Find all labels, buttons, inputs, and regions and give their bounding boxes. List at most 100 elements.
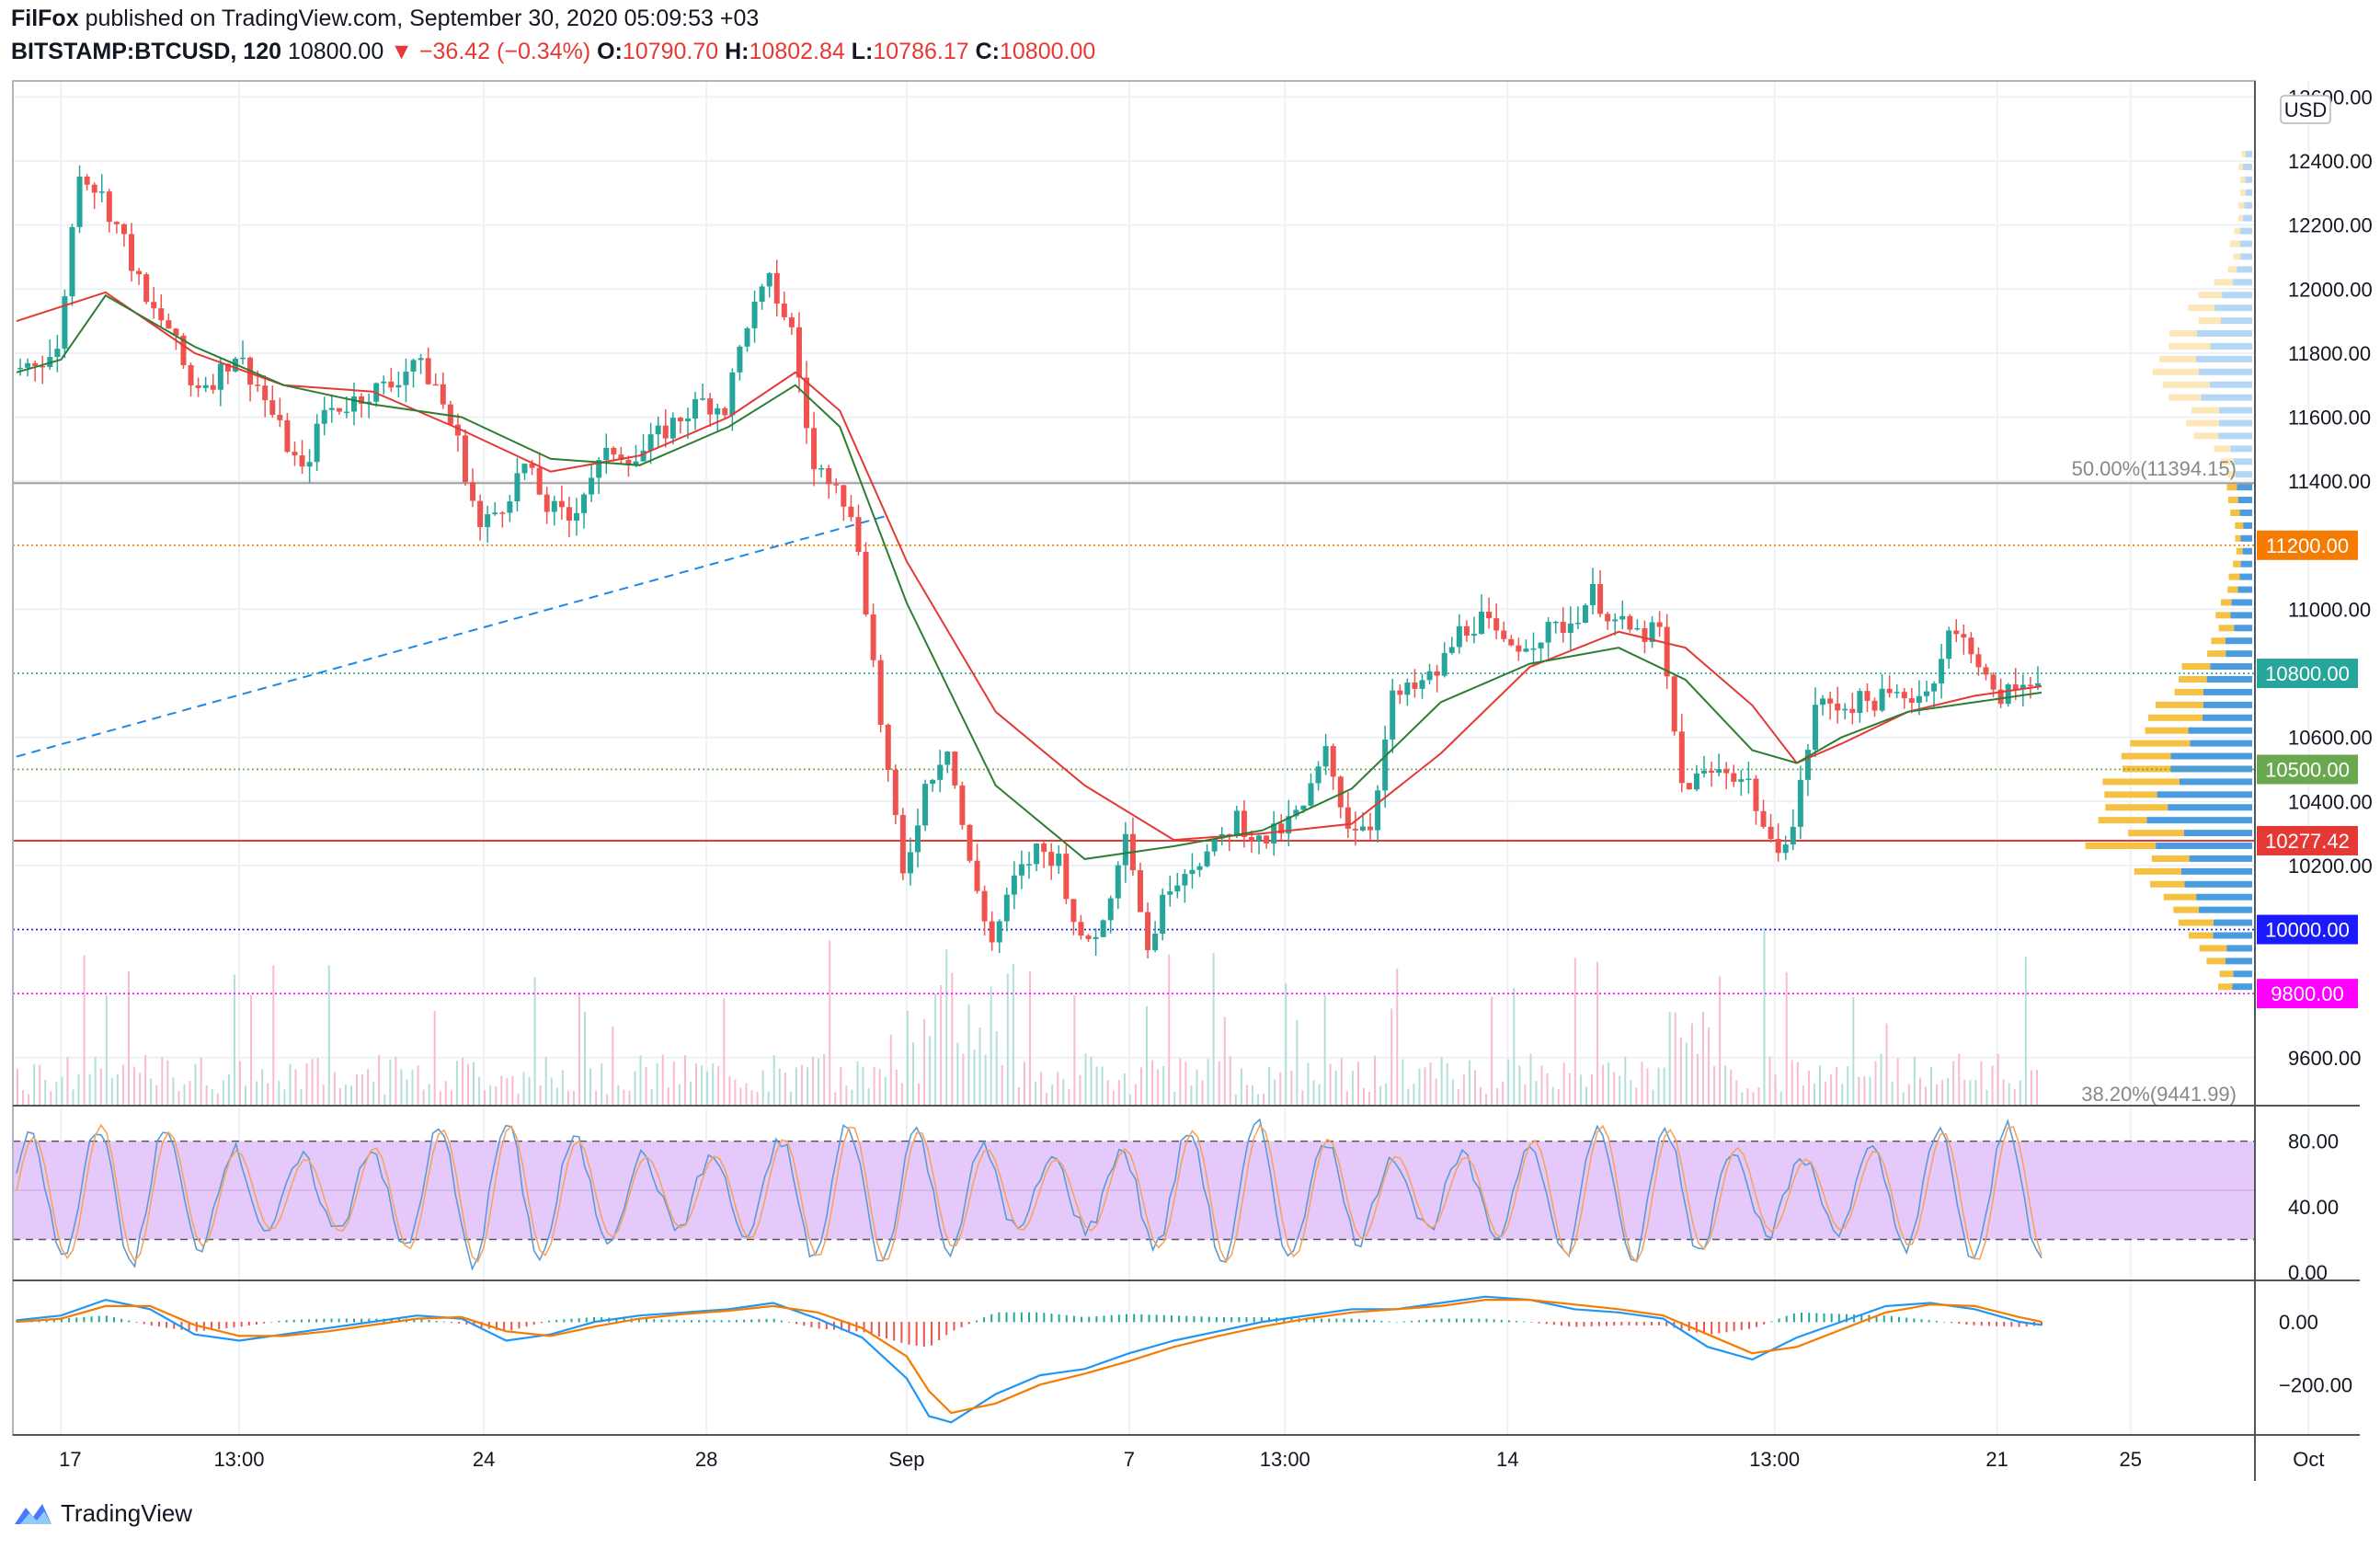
volume-profile-bar-down [2179, 675, 2207, 683]
price-level-badge[interactable] [2257, 979, 2358, 1009]
volume-bar [1791, 1060, 1793, 1106]
macd-histogram-bar [1433, 1319, 1436, 1323]
volume-bar [88, 1073, 91, 1106]
volume-bar [1101, 1066, 1104, 1106]
volume-bar [645, 1067, 647, 1106]
candle-down [1516, 645, 1522, 652]
volume-bar [1068, 1088, 1070, 1106]
volume-bar [1162, 1065, 1165, 1106]
currency-unit-box[interactable] [2280, 95, 2331, 124]
volume-bar [595, 1090, 598, 1106]
volume-bar [378, 1054, 381, 1106]
candle-down [870, 614, 876, 660]
author-name[interactable]: FilFox [11, 6, 79, 31]
volume-bar [1023, 1061, 1025, 1106]
volume-profile-bar-down [2239, 176, 2246, 183]
candle-down [440, 384, 446, 405]
macd-histogram-bar [1575, 1322, 1578, 1327]
volume-bar [739, 1087, 742, 1106]
volume-profile-bar-down [2240, 189, 2246, 196]
price-level-badge[interactable] [2257, 754, 2358, 785]
volume-bar [1969, 1080, 1972, 1106]
time-tick-label: 13:00 [213, 1448, 264, 1471]
volume-bar [889, 1034, 892, 1106]
macd-histogram-bar [240, 1322, 243, 1327]
candle-down [795, 327, 802, 378]
candle-up [1271, 823, 1277, 844]
macd-histogram-bar [1980, 1322, 1983, 1326]
macd-histogram-bar [1366, 1319, 1367, 1323]
volume-bar [411, 1070, 414, 1106]
volume-bar [572, 1090, 575, 1106]
volume-bar [1345, 1091, 1348, 1106]
candle-up [328, 407, 335, 410]
volume-bar [1362, 1088, 1365, 1106]
volume-bar [807, 1067, 809, 1106]
macd-histogram-bar [1185, 1315, 1188, 1323]
volume-profile-bar-up [2195, 355, 2252, 362]
macd-histogram-bar [908, 1322, 910, 1345]
macd-histogram-bar [1860, 1314, 1863, 1323]
candle-up [1923, 691, 1929, 696]
candle-down [1775, 839, 1781, 854]
price-level-badge-label: 10277.42 [2265, 830, 2350, 853]
volume-bar [1356, 1061, 1359, 1106]
tradingview-logo[interactable]: TradingView [13, 1499, 192, 1528]
time-tick-label: 21 [1985, 1448, 2008, 1471]
candle-down [1063, 854, 1070, 900]
volume-bar [750, 1090, 753, 1106]
volume-bar [121, 1064, 124, 1106]
close-value: 10800.00 [999, 39, 1096, 64]
macd-histogram-bar [105, 1315, 108, 1323]
volume-bar [589, 1068, 592, 1106]
macd-histogram-bar [1628, 1322, 1631, 1325]
volume-bar [177, 1091, 180, 1106]
volume-profile-bar-up [2226, 650, 2252, 658]
price-level-badge[interactable] [2257, 825, 2358, 855]
volume-bar [566, 1090, 569, 1106]
macd-histogram-bar [660, 1319, 663, 1323]
candle-up [1894, 692, 1900, 694]
candle-down [143, 274, 150, 303]
volume-bar [1179, 1058, 1182, 1106]
volume-bar [1329, 1063, 1332, 1106]
candle-down [1990, 674, 1997, 690]
volume-bar [1719, 976, 1722, 1106]
volume-bar [1774, 1074, 1777, 1106]
candle-down [1070, 899, 1077, 923]
volume-profile-bar-down [2214, 445, 2231, 453]
macd-histogram-bar [345, 1318, 348, 1323]
candle-down [618, 454, 624, 460]
candle-up [1204, 851, 1210, 866]
volume-bar [906, 1011, 909, 1106]
candle-up [321, 409, 327, 424]
volume-profile-bar-up [2210, 663, 2252, 671]
macd-histogram-bar [1095, 1315, 1098, 1323]
macd-histogram-bar [157, 1322, 160, 1327]
candle-down [833, 484, 840, 486]
volume-bar [1735, 1080, 1738, 1106]
chart-area[interactable]: 50.00%(11394.15)38.20%(9441.99) 12600.00… [0, 0, 2380, 1490]
macd-histogram-bar [983, 1317, 986, 1323]
dashed-trendline[interactable] [16, 515, 885, 758]
volume-bar [1334, 1070, 1337, 1106]
candle-down [224, 363, 231, 372]
price-tick-label: 12400.00 [2288, 150, 2373, 173]
volume-bar [1630, 1080, 1632, 1106]
volume-bar [1340, 1057, 1343, 1106]
volume-bar [1201, 1080, 1204, 1106]
volume-bar [1046, 1092, 1048, 1106]
macd-histogram-bar [637, 1318, 640, 1323]
price-level-badge[interactable] [2257, 530, 2358, 560]
candle-up [1619, 615, 1626, 620]
macd-histogram-bar [1162, 1314, 1165, 1323]
price-level-badge[interactable] [2257, 914, 2358, 945]
price-level-badge[interactable] [2257, 659, 2358, 689]
volume-bar [1663, 1067, 1665, 1106]
volume-bar [116, 1073, 119, 1106]
candle-up [1574, 623, 1581, 625]
macd-histogram-bar [90, 1316, 93, 1323]
candle-up [1359, 826, 1366, 831]
macd-histogram-bar [2010, 1322, 2013, 1327]
candle-up [1523, 648, 1529, 652]
